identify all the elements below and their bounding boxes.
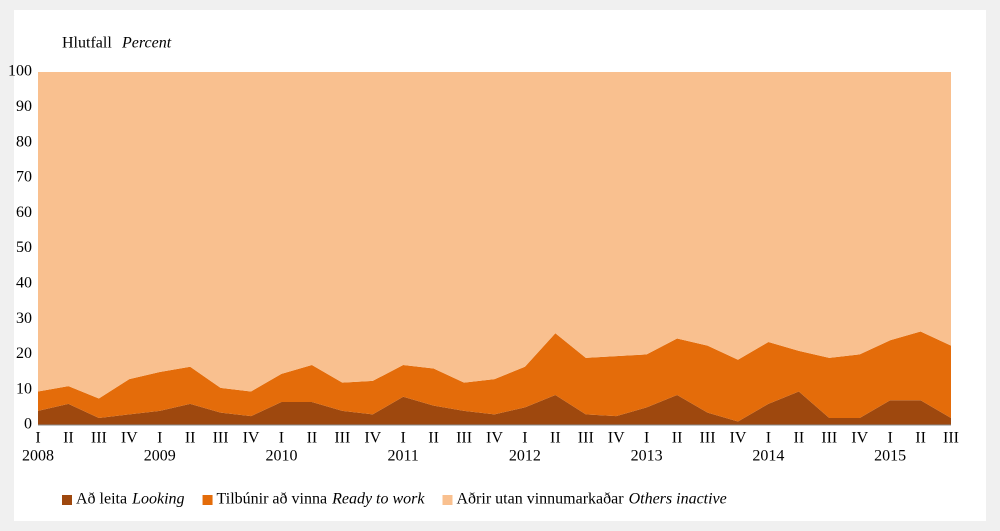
x-tick-label: II <box>915 430 926 447</box>
legend-label-en: Ready to work <box>331 491 425 508</box>
x-group-label: 2013 <box>631 448 663 465</box>
x-tick-label: III <box>943 430 959 447</box>
x-tick-label: I <box>157 430 162 447</box>
y-tick-label: 60 <box>16 204 32 221</box>
x-tick-label: II <box>185 430 196 447</box>
y-tick-label: 40 <box>16 274 32 291</box>
y-tick-label: 100 <box>8 63 32 80</box>
x-tick-label: I <box>35 430 40 447</box>
x-tick-label: I <box>522 430 527 447</box>
x-tick-label: III <box>213 430 229 447</box>
x-tick-label: I <box>644 430 649 447</box>
x-tick-label: IV <box>851 430 868 447</box>
area <box>38 331 951 422</box>
x-group-label: 2011 <box>387 448 418 465</box>
x-tick-label: I <box>401 430 406 447</box>
x-tick-label: II <box>428 430 439 447</box>
x-tick-label: III <box>334 430 350 447</box>
legend-swatch <box>442 495 453 505</box>
x-tick-label: III <box>456 430 472 447</box>
x-tick-label: IV <box>243 430 260 447</box>
x-tick-label: III <box>91 430 107 447</box>
x-group-label: 2010 <box>265 448 297 465</box>
y-tick-label: 0 <box>24 416 32 433</box>
y-tick-label: 50 <box>16 239 32 256</box>
legend-label-en: Others inactive <box>629 491 727 508</box>
x-tick-label: IV <box>121 430 138 447</box>
x-tick-label: II <box>307 430 318 447</box>
x-group-label: 2014 <box>752 448 784 465</box>
x-tick-label: IV <box>608 430 625 447</box>
legend-label: Að leita <box>76 491 127 508</box>
x-tick-label: IV <box>486 430 503 447</box>
x-tick-label: II <box>550 430 561 447</box>
x-tick-label: IV <box>364 430 381 447</box>
x-group-label: 2012 <box>509 448 541 465</box>
x-group-label: 2015 <box>874 448 906 465</box>
y-tick-label: 80 <box>16 133 32 150</box>
x-tick-label: I <box>887 430 892 447</box>
y-tick-label: 70 <box>16 169 32 186</box>
y-tick-label: 30 <box>16 310 32 327</box>
y-axis-label: Hlutfall <box>62 35 112 52</box>
y-tick-label: 90 <box>16 98 32 115</box>
legend-swatch <box>62 495 72 505</box>
x-tick-label: I <box>279 430 284 447</box>
y-axis-label-en: Percent <box>121 35 172 52</box>
legend-label: Aðrir utan vinnumarkaðar <box>457 491 625 508</box>
x-group-label: 2009 <box>144 448 176 465</box>
area <box>38 72 951 399</box>
x-tick-label: II <box>63 430 74 447</box>
x-tick-label: III <box>821 430 837 447</box>
y-tick-label: 10 <box>16 380 32 397</box>
legend-label: Tilbúnir að vinna <box>217 491 328 508</box>
x-tick-label: II <box>794 430 805 447</box>
x-tick-label: I <box>766 430 771 447</box>
area <box>38 391 951 425</box>
x-group-label: 2008 <box>22 448 54 465</box>
x-tick-label: III <box>578 430 594 447</box>
x-tick-label: III <box>700 430 716 447</box>
legend-swatch <box>202 495 213 505</box>
x-tick-label: II <box>672 430 683 447</box>
y-tick-label: 20 <box>16 345 32 362</box>
x-tick-label: IV <box>730 430 747 447</box>
legend-label-en: Looking <box>131 491 184 508</box>
